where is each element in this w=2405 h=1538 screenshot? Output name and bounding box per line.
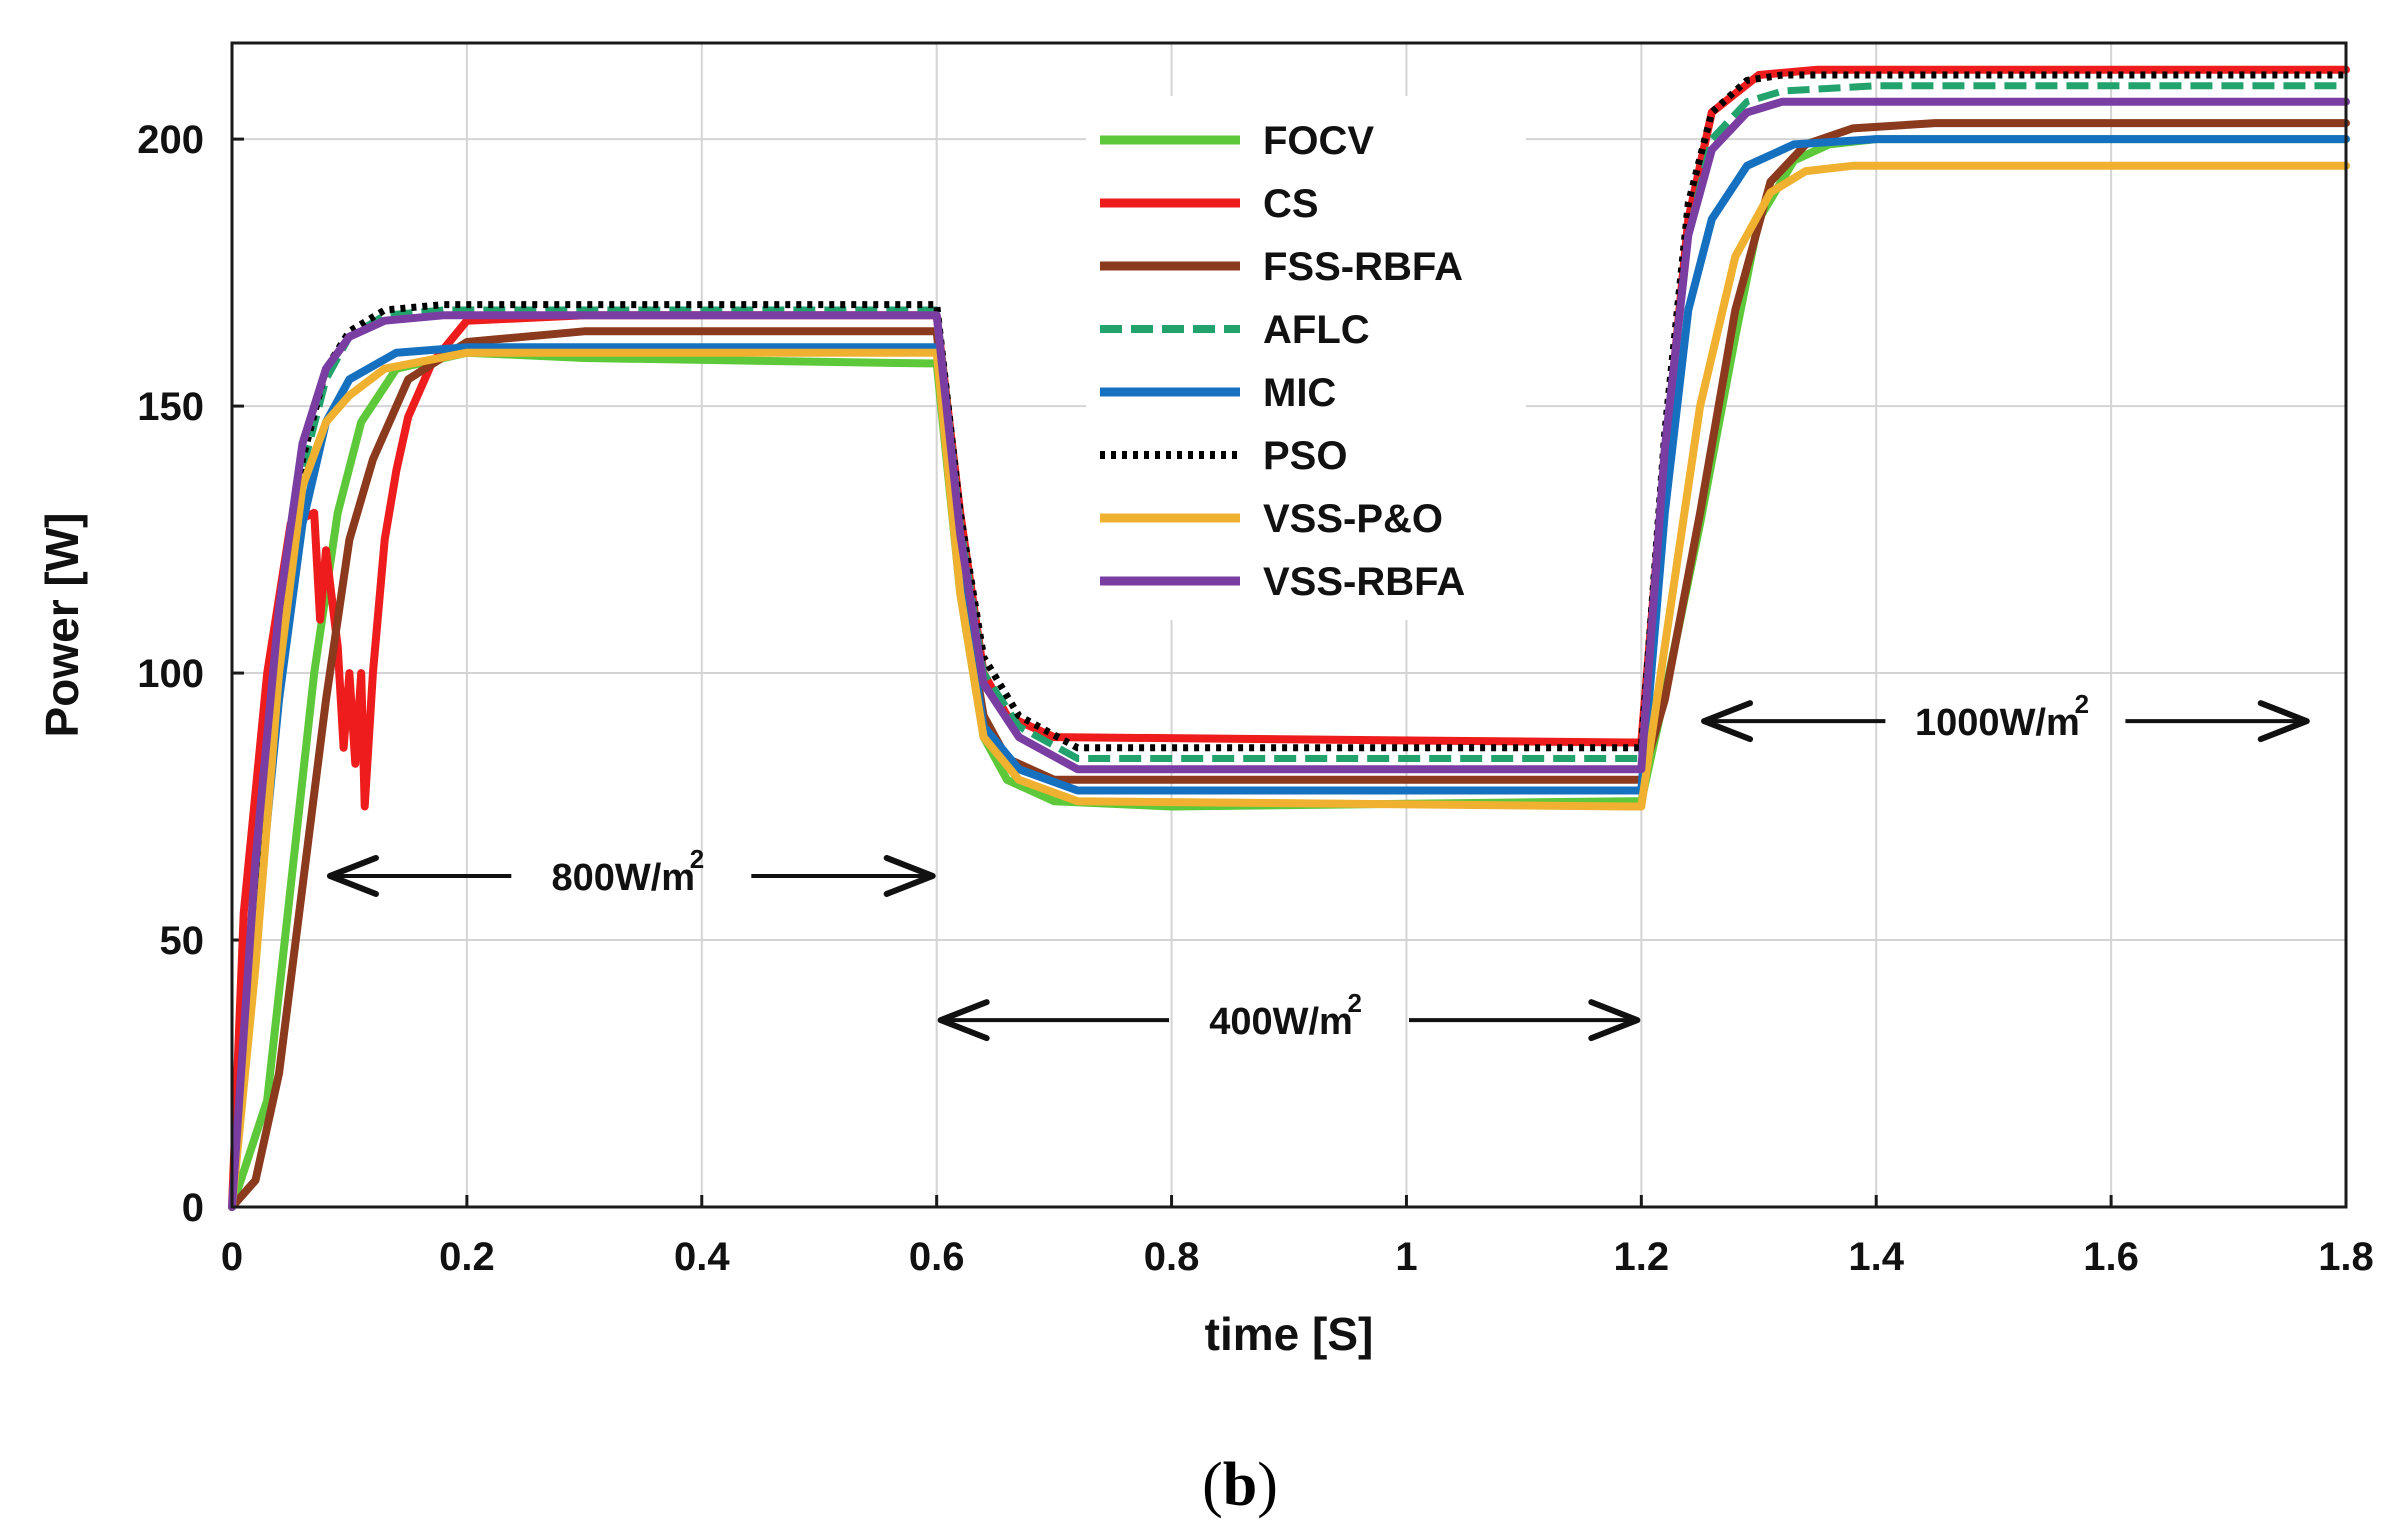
legend-label: VSS-P&O: [1263, 497, 1443, 541]
annotation-superscript: 2: [2075, 689, 2089, 719]
y-tick-label: 200: [137, 118, 204, 162]
annotation-400w-m: 400W/m2: [937, 988, 1641, 1043]
legend-label: CS: [1263, 182, 1319, 226]
figure-caption: (b): [1202, 1451, 1278, 1519]
grid: [230, 43, 2348, 1209]
y-tick-label: 0: [182, 1186, 204, 1230]
arrowhead-left: [326, 854, 379, 897]
x-tick-label: 1.6: [2083, 1235, 2139, 1279]
series-line-vss-rbfa: [228, 97, 2350, 1211]
legend: FOCV CS FSS-RBFA AFLC MIC PSO VSS-P&O VSS-RBFA: [1086, 96, 1526, 620]
x-axis-label: time [S]: [1205, 1308, 1374, 1360]
legend-background: [1086, 96, 1526, 620]
arrowhead-left: [1701, 700, 1754, 743]
x-tick-label: 1.2: [1614, 1235, 1670, 1279]
annotation-superscript: 2: [1348, 988, 1362, 1018]
annotation-superscript: 2: [690, 844, 704, 874]
legend-label: VSS-RBFA: [1263, 560, 1465, 604]
x-tick-label: 1: [1395, 1235, 1417, 1279]
x-tick-label: 1.4: [1848, 1235, 1904, 1279]
y-tick-label: 50: [160, 919, 205, 963]
series-line-vss-p-o: [228, 161, 2350, 1211]
y-tick-label: 150: [137, 385, 204, 429]
annotation-1000w-m: 1000W/m2: [1701, 689, 2310, 744]
y-tick-label: 100: [137, 652, 204, 696]
annotation-800w-m: 800W/m2: [326, 844, 936, 899]
annotation-label: 400W/m: [1209, 1001, 1353, 1043]
x-tick-label: 0.8: [1144, 1235, 1200, 1279]
annotation-label: 800W/m: [551, 857, 695, 899]
legend-label: FSS-RBFA: [1263, 245, 1463, 289]
legend-label: PSO: [1263, 434, 1347, 478]
x-tick-label: 1.8: [2318, 1235, 2374, 1279]
plot-frame: [230, 41, 2348, 1209]
arrowhead-right: [2257, 700, 2310, 743]
x-tick-label: 0: [221, 1235, 243, 1279]
arrowhead-right: [1588, 999, 1641, 1042]
x-tick-label: 0.4: [674, 1235, 730, 1279]
legend-label: FOCV: [1263, 119, 1374, 163]
x-tick-label: 0.2: [439, 1235, 495, 1279]
y-tick-labels: 0 50 100 150 200: [137, 118, 204, 1230]
x-tick-labels: 0 0.2 0.4 0.6 0.8 1 1.2 1.4 1.6 1.8: [221, 1235, 2374, 1279]
y-axis-label: Power [W]: [36, 513, 88, 738]
arrowhead-right: [883, 854, 936, 897]
x-tick-label: 0.6: [909, 1235, 965, 1279]
annotation-label: 1000W/m: [1915, 702, 2080, 744]
legend-label: MIC: [1263, 371, 1336, 415]
arrowhead-left: [937, 999, 990, 1042]
legend-label: AFLC: [1263, 308, 1370, 352]
series-lines: [228, 65, 2350, 1211]
